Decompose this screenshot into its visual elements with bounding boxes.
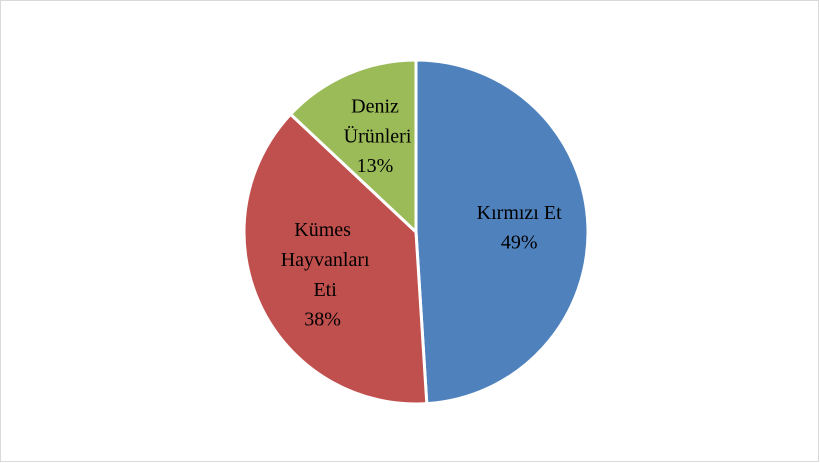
pie-slice xyxy=(414,58,590,406)
slice-label: Deniz Ürünleri xyxy=(339,95,412,147)
slice-label: Kırmızı Et xyxy=(477,201,562,223)
slice-value-label: 13% xyxy=(357,155,394,177)
pie-slice xyxy=(242,112,429,406)
slice-label: Kümes Hayvanları Eti xyxy=(276,219,370,301)
slice-value-label: 38% xyxy=(304,309,341,331)
slice-value-label: 49% xyxy=(501,231,538,253)
pie-slice xyxy=(288,58,418,236)
